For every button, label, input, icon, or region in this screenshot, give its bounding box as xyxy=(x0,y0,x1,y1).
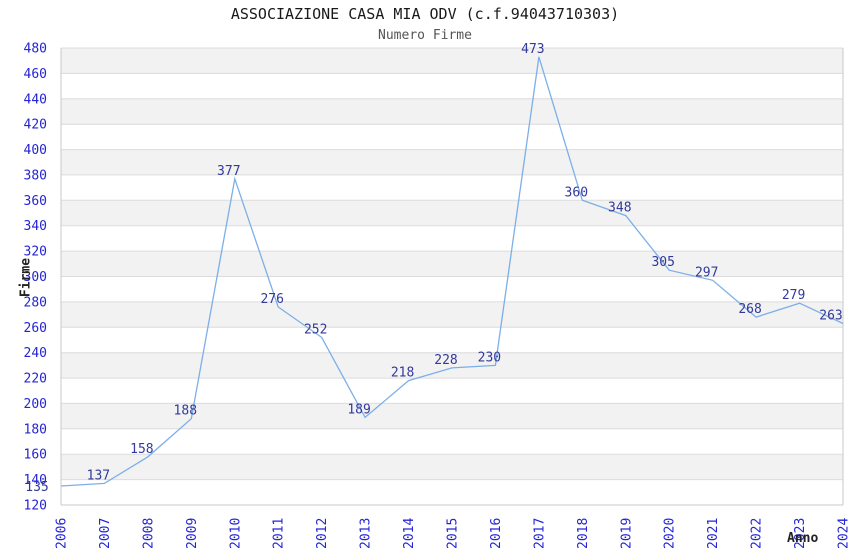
x-tick-label: 2021 xyxy=(706,518,721,549)
data-label: 135 xyxy=(25,480,48,495)
y-tick-label: 380 xyxy=(24,168,47,183)
grid-band xyxy=(61,251,843,277)
x-tick-label: 2016 xyxy=(489,518,504,549)
x-tick-label: 2008 xyxy=(141,518,156,549)
grid-band xyxy=(61,149,843,175)
x-tick-label: 2006 xyxy=(55,518,70,549)
x-tick-label: 2010 xyxy=(228,518,243,549)
chart-subtitle: Numero Firme xyxy=(378,28,472,43)
data-label: 263 xyxy=(819,309,842,324)
y-tick-label: 420 xyxy=(24,118,47,133)
data-line xyxy=(60,56,844,487)
data-label: 230 xyxy=(478,350,501,365)
data-label: 188 xyxy=(174,404,197,419)
x-axis-title: Anno xyxy=(787,531,819,546)
data-label: 305 xyxy=(651,255,674,270)
y-tick-label: 340 xyxy=(24,219,47,234)
x-tick-label: 2017 xyxy=(532,518,547,549)
x-tick-label: 2009 xyxy=(185,518,200,549)
y-axis-title: Firme xyxy=(18,257,34,298)
y-tick-label: 260 xyxy=(24,321,47,336)
y-tick-label: 400 xyxy=(24,143,47,158)
x-tick-label: 2012 xyxy=(315,518,330,549)
grid-band xyxy=(61,200,843,226)
data-label: 360 xyxy=(565,185,588,200)
x-tick-label: 2024 xyxy=(837,518,850,549)
grid-band xyxy=(61,301,843,328)
data-label: 137 xyxy=(87,468,110,483)
y-tick-label: 120 xyxy=(24,499,47,514)
data-label: 218 xyxy=(391,366,414,381)
x-tick-label: 2018 xyxy=(576,518,591,549)
chart-title: ASSOCIAZIONE CASA MIA ODV (c.f.940437103… xyxy=(230,5,620,23)
data-label: 252 xyxy=(304,322,327,337)
x-tick-label: 2015 xyxy=(446,518,461,549)
x-tick-label: 2013 xyxy=(359,518,374,549)
x-tick-label: 2022 xyxy=(750,518,765,549)
grid-band xyxy=(61,48,843,74)
data-label: 158 xyxy=(130,442,153,457)
data-label: 348 xyxy=(608,201,631,216)
data-label: 268 xyxy=(738,302,761,317)
x-tick-label: 2011 xyxy=(272,518,287,549)
data-label: 297 xyxy=(695,265,718,280)
y-tick-label: 360 xyxy=(24,194,47,209)
y-tick-label: 480 xyxy=(24,42,47,57)
y-tick-label: 460 xyxy=(24,67,47,82)
grid-band xyxy=(61,98,843,125)
data-label: 189 xyxy=(347,402,370,417)
y-tick-label: 280 xyxy=(24,295,47,310)
data-label: 377 xyxy=(217,164,240,179)
x-tick-label: 2020 xyxy=(663,518,678,549)
y-tick-label: 180 xyxy=(24,422,47,437)
x-tick-label: 2007 xyxy=(98,518,113,549)
x-tick-label: 2023 xyxy=(793,518,808,549)
grid-band xyxy=(61,454,843,480)
y-tick-label: 440 xyxy=(24,92,47,107)
data-label: 276 xyxy=(260,292,283,307)
y-tick-label: 320 xyxy=(24,245,47,260)
data-label: 228 xyxy=(434,353,457,368)
y-tick-label: 240 xyxy=(24,346,47,361)
data-label: 279 xyxy=(782,288,805,303)
x-tick-label: 2014 xyxy=(402,518,417,549)
y-tick-label: 220 xyxy=(24,372,47,387)
x-tick-label: 2019 xyxy=(619,518,634,549)
grid-band xyxy=(61,352,843,379)
y-tick-label: 300 xyxy=(24,270,47,285)
data-label: 473 xyxy=(521,42,544,57)
y-tick-label: 200 xyxy=(24,397,47,412)
y-tick-label: 140 xyxy=(24,473,47,488)
y-tick-label: 160 xyxy=(24,448,47,463)
